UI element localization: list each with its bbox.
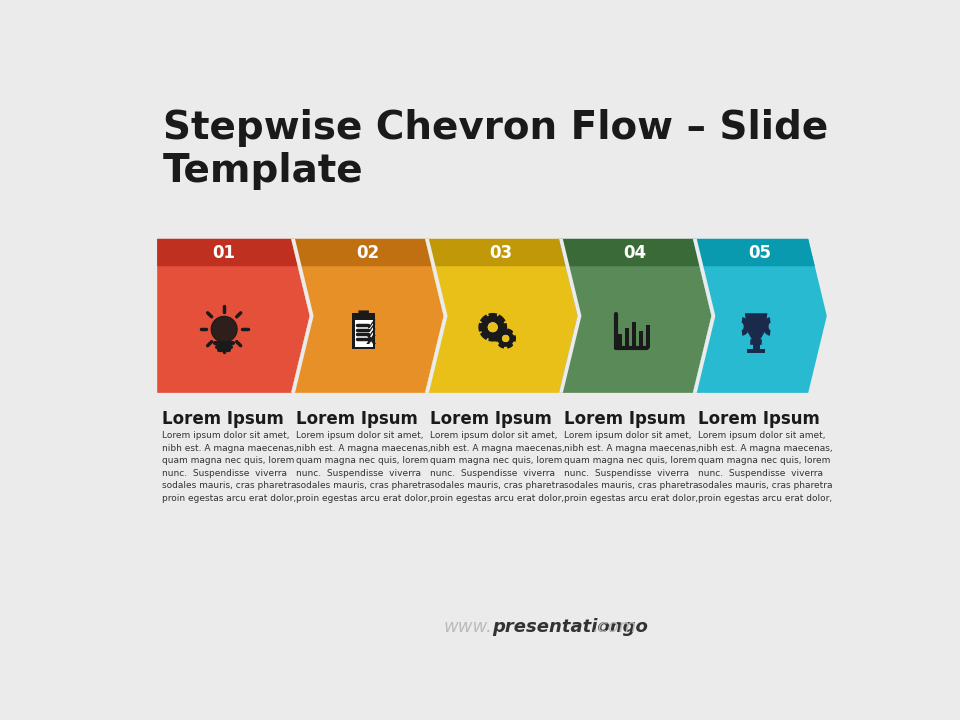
Text: Lorem Ipsum: Lorem Ipsum	[162, 410, 284, 428]
Text: Lorem ipsum dolor sit amet,
nibh est. A magna maecenas,
quam magna nec quis, lor: Lorem ipsum dolor sit amet, nibh est. A …	[564, 431, 698, 503]
Polygon shape	[503, 336, 509, 341]
Polygon shape	[291, 239, 432, 266]
Polygon shape	[211, 317, 237, 342]
Polygon shape	[425, 239, 565, 266]
Text: 03: 03	[490, 243, 513, 261]
Polygon shape	[503, 336, 509, 341]
Text: presentationgo: presentationgo	[492, 618, 648, 636]
Text: Lorem ipsum dolor sit amet,
nibh est. A magna maecenas,
quam magna nec quis, lor: Lorem ipsum dolor sit amet, nibh est. A …	[296, 431, 430, 503]
Text: Lorem ipsum dolor sit amet,
nibh est. A magna maecenas,
quam magna nec quis, lor: Lorem ipsum dolor sit amet, nibh est. A …	[430, 431, 564, 503]
Polygon shape	[157, 239, 298, 266]
Polygon shape	[479, 314, 507, 341]
Text: .com: .com	[592, 618, 636, 636]
Text: Lorem ipsum dolor sit amet,
nibh est. A magna maecenas,
quam magna nec quis, lor: Lorem ipsum dolor sit amet, nibh est. A …	[698, 431, 832, 503]
Text: Lorem Ipsum: Lorem Ipsum	[430, 410, 552, 428]
Bar	[355, 320, 372, 347]
Bar	[638, 331, 643, 348]
Polygon shape	[496, 329, 516, 348]
FancyBboxPatch shape	[358, 310, 369, 316]
Text: 04: 04	[624, 243, 647, 261]
Bar	[632, 322, 636, 348]
Text: 02: 02	[356, 243, 379, 261]
Text: ✓: ✓	[365, 318, 378, 333]
Text: ✓: ✓	[365, 322, 378, 337]
Polygon shape	[157, 239, 310, 393]
Text: Lorem Ipsum: Lorem Ipsum	[564, 410, 685, 428]
Text: Stepwise Chevron Flow – Slide
Template: Stepwise Chevron Flow – Slide Template	[162, 109, 828, 190]
Bar	[646, 325, 650, 348]
Polygon shape	[745, 313, 767, 343]
Polygon shape	[425, 239, 447, 393]
Bar	[352, 313, 375, 349]
Text: 01: 01	[213, 243, 235, 261]
Polygon shape	[291, 239, 444, 393]
Bar	[625, 328, 629, 348]
Bar	[747, 349, 765, 353]
Text: ✓: ✓	[365, 327, 378, 342]
Polygon shape	[559, 239, 711, 393]
Polygon shape	[693, 239, 815, 266]
Text: www.: www.	[444, 618, 492, 636]
Bar	[618, 334, 622, 348]
Polygon shape	[489, 323, 497, 331]
Text: Lorem ipsum dolor sit amet,
nibh est. A magna maecenas,
quam magna nec quis, lor: Lorem ipsum dolor sit amet, nibh est. A …	[162, 431, 297, 503]
Polygon shape	[291, 239, 314, 393]
Polygon shape	[489, 323, 497, 331]
Polygon shape	[559, 239, 700, 266]
Text: 05: 05	[749, 243, 771, 261]
Polygon shape	[559, 239, 582, 393]
Text: x: x	[366, 332, 376, 347]
Polygon shape	[693, 239, 715, 393]
Polygon shape	[693, 239, 827, 393]
Text: Lorem Ipsum: Lorem Ipsum	[698, 410, 820, 428]
Polygon shape	[425, 239, 578, 393]
Text: Lorem Ipsum: Lorem Ipsum	[296, 410, 418, 428]
